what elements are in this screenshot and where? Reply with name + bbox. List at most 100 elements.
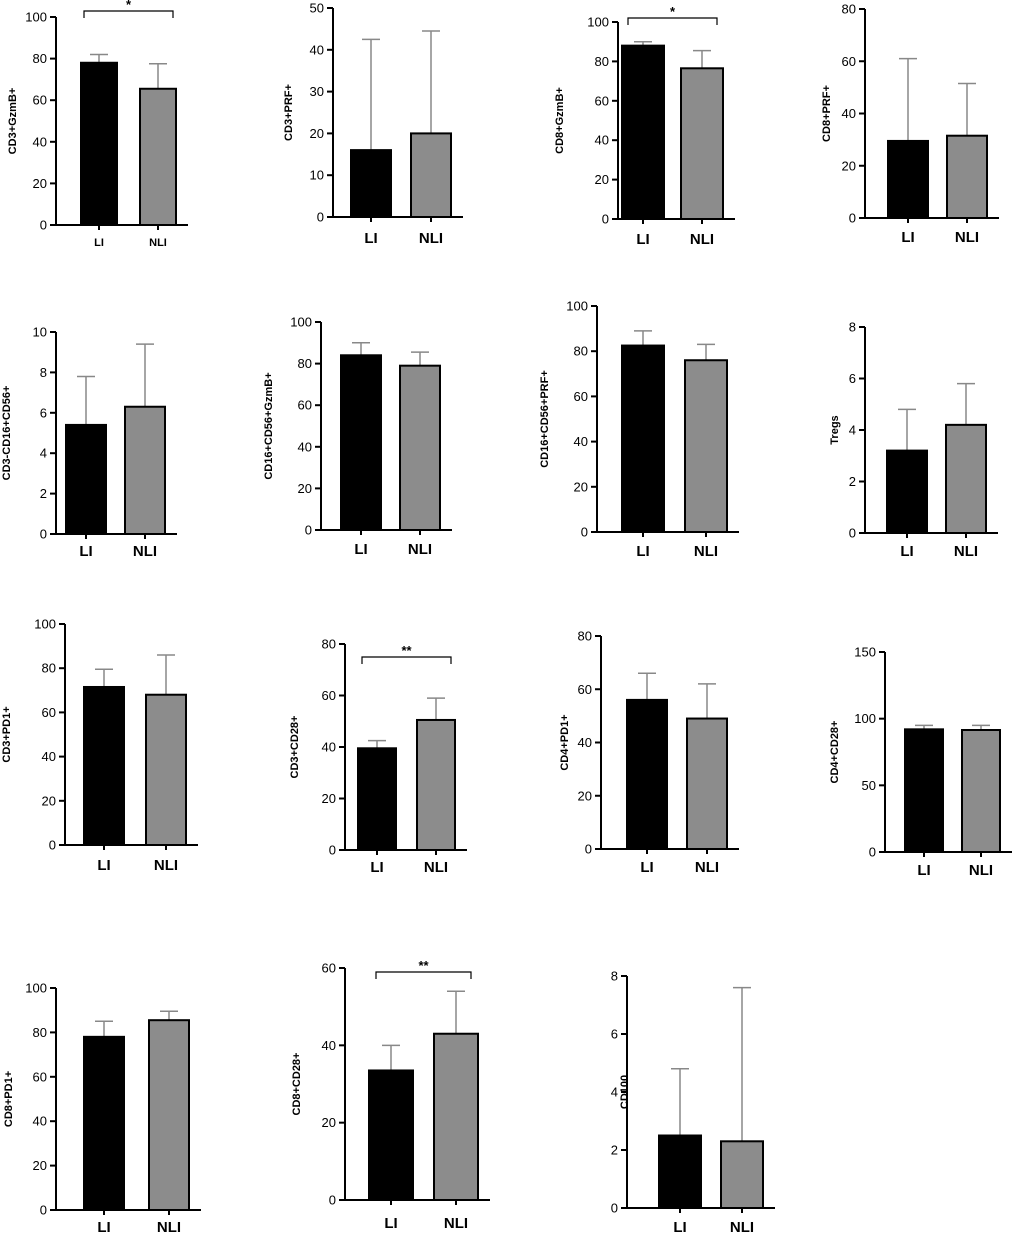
chart-panel: LI NLI 0 50 100 150 CD4+CD28+ xyxy=(829,645,1012,879)
y-tick-label: 40 xyxy=(595,133,609,148)
y-tick-label: 50 xyxy=(862,778,876,793)
y-tick-label: 60 xyxy=(33,93,47,108)
y-tick-label: 40 xyxy=(322,740,336,755)
y-tick-label: 30 xyxy=(310,84,324,99)
y-tick-label: 150 xyxy=(854,645,876,660)
y-tick-label: 20 xyxy=(33,176,47,191)
y-axis-label: CD3+PRF+ xyxy=(283,84,295,141)
y-tick-label: 8 xyxy=(849,320,856,335)
y-tick-label: 100 xyxy=(854,711,876,726)
x-tick-label: NLI xyxy=(149,237,167,249)
x-tick-label: LI xyxy=(94,237,104,249)
x-tick-label: LI xyxy=(900,543,913,560)
y-axis-label: CD3+PD1+ xyxy=(1,706,13,762)
x-tick-label: NLI xyxy=(444,1215,468,1232)
y-tick-label: 2 xyxy=(611,1143,618,1158)
y-tick-label: 20 xyxy=(33,1158,47,1173)
y-axis-label: CD8+GzmB+ xyxy=(554,87,566,154)
bar-nli xyxy=(124,405,166,535)
y-axis-label: CD16+CD56+GzmB+ xyxy=(263,372,275,479)
x-tick-label: NLI xyxy=(955,229,979,246)
x-tick-label: LI xyxy=(97,1219,110,1236)
x-tick-label: NLI xyxy=(969,862,993,879)
y-tick-label: 10 xyxy=(310,168,324,183)
y-axis-label: CD4+CD28+ xyxy=(829,721,841,784)
bar-nli xyxy=(961,729,1001,853)
y-tick-label: 40 xyxy=(310,42,324,57)
significance-bracket xyxy=(361,656,452,664)
y-tick-label: 0 xyxy=(329,843,336,858)
x-tick-label: NLI xyxy=(695,859,719,876)
y-axis-label: Tregs xyxy=(829,415,841,444)
bar-nli xyxy=(410,132,452,218)
bar-li xyxy=(350,149,392,218)
bar-nli xyxy=(145,693,187,846)
chart-panel: LI NLI 0 2 4 6 8 Tregs xyxy=(829,320,998,560)
bar-li xyxy=(886,449,928,535)
y-tick-label: 60 xyxy=(578,682,592,697)
chart-panel: LI NLI 0 20 40 60 80 100 CD16+CD56+PRF+ xyxy=(539,299,739,560)
bar-li xyxy=(904,728,944,853)
bar-li xyxy=(65,423,107,536)
y-axis-label: CD4+PD1+ xyxy=(559,714,571,770)
bar-nli xyxy=(148,1019,190,1211)
bar-nli xyxy=(680,67,724,220)
bar-li xyxy=(83,1035,125,1211)
significance-marker: * xyxy=(126,0,132,12)
x-tick-label: NLI xyxy=(424,859,448,876)
significance-marker: * xyxy=(670,4,676,19)
bar-li xyxy=(80,61,118,227)
x-tick-label: NLI xyxy=(690,231,714,248)
y-tick-label: 50 xyxy=(310,1,324,16)
chart-panel: LI NLI 0 20 40 60 80 100 CD3+GzmB+ * xyxy=(7,0,188,249)
y-tick-label: 20 xyxy=(578,788,592,803)
significance-marker: ** xyxy=(418,958,429,973)
y-tick-label: 40 xyxy=(33,134,47,149)
bar-li xyxy=(626,698,668,851)
y-tick-label: 80 xyxy=(842,2,856,17)
y-tick-label: 0 xyxy=(40,527,47,542)
x-tick-label: LI xyxy=(673,1219,686,1236)
x-tick-label: NLI xyxy=(419,230,443,247)
chart-panel: LI NLI 0 20 40 60 80 100 CD8+PD1+ xyxy=(3,981,201,1236)
y-tick-label: 20 xyxy=(322,791,336,806)
significance-bracket xyxy=(83,10,174,18)
bar-li xyxy=(83,685,125,846)
y-tick-label: 6 xyxy=(611,1027,618,1042)
bar-li xyxy=(621,344,665,533)
x-tick-label: LI xyxy=(636,231,649,248)
significance-marker: ** xyxy=(401,643,412,658)
bar-li xyxy=(368,1069,414,1202)
y-tick-label: 8 xyxy=(611,969,618,984)
bar-nli xyxy=(720,1140,764,1210)
y-tick-label: 100 xyxy=(25,10,47,25)
x-tick-label: LI xyxy=(917,862,930,879)
x-tick-label: NLI xyxy=(408,541,432,558)
chart-panel: LI NLI 0 20 40 60 CD8+CD28+ ** xyxy=(291,958,490,1232)
y-tick-label: 0 xyxy=(329,1193,336,1208)
x-tick-label: LI xyxy=(370,859,383,876)
y-tick-label: 100 xyxy=(566,299,588,314)
bar-nli xyxy=(945,423,987,535)
y-tick-label: 0 xyxy=(49,838,56,853)
y-tick-label: 60 xyxy=(322,961,336,976)
y-tick-label: 20 xyxy=(595,172,609,187)
y-tick-label: 100 xyxy=(25,981,47,996)
y-axis-label: CD3-CD16+CD56+ xyxy=(1,386,13,481)
y-tick-label: 40 xyxy=(842,106,856,121)
y-tick-label: 40 xyxy=(298,439,312,454)
chart-panel: LI NLI 0 20 40 60 80 100 CD16+CD56+GzmB+ xyxy=(263,315,452,558)
chart-panel: LI NLI 0 20 40 60 80 100 CD8+GzmB+ * xyxy=(554,4,735,248)
y-tick-label: 20 xyxy=(842,158,856,173)
y-axis-label: CD8+PD1+ xyxy=(3,1071,15,1127)
x-tick-label: LI xyxy=(384,1215,397,1232)
y-tick-label: 20 xyxy=(322,1115,336,1130)
y-tick-label: 0 xyxy=(849,211,856,226)
y-tick-label: 20 xyxy=(310,126,324,141)
y-tick-label: 60 xyxy=(33,1069,47,1084)
y-tick-label: 80 xyxy=(578,629,592,644)
y-tick-label: 60 xyxy=(42,705,56,720)
x-tick-label: NLI xyxy=(157,1219,181,1236)
